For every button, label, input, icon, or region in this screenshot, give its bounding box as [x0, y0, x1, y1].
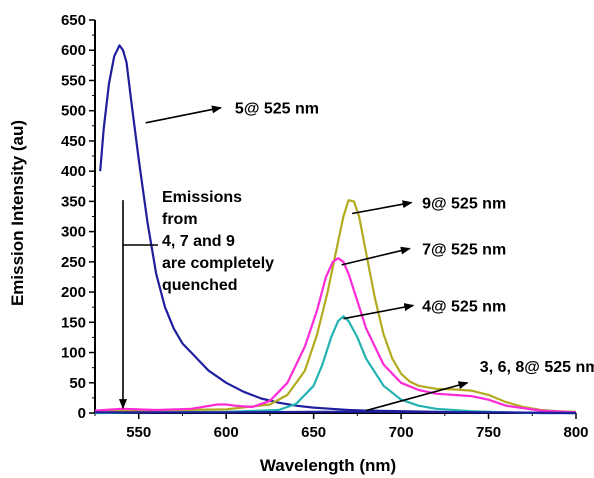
x-tick-label: 600: [214, 424, 239, 441]
y-tick-label: 150: [61, 314, 86, 331]
quench-note-line: Emissions: [162, 189, 242, 206]
y-tick-label: 50: [69, 375, 86, 392]
x-axis-label: Wavelength (nm): [260, 456, 396, 475]
quench-note-line: from: [162, 211, 198, 228]
quench-note-line: are completely: [162, 255, 274, 272]
y-tick-label: 450: [61, 133, 86, 150]
y-tick-label: 650: [61, 12, 86, 29]
quench-note-line: quenched: [162, 277, 238, 294]
annotation-label-5: 3, 6, 8@ 525 nm: [480, 359, 594, 376]
x-tick-label: 650: [301, 424, 326, 441]
y-tick-label: 0: [78, 405, 86, 422]
series-line-5: [95, 410, 577, 415]
axes: 0 50 100 150 200 250 300 350 400 450 500 550 600 650 5…: [61, 12, 589, 441]
series-line-4: [94, 315, 576, 415]
annotation-label-2: 9@ 525 nm: [422, 196, 506, 213]
annotations: 5@ 525 nm 9@ 525 nm 7@ 525 nm 4@ 525 nm 3, 6…: [145, 101, 594, 412]
series-line-2: [94, 199, 577, 413]
annotation-arrow-2: [351, 200, 413, 215]
x-tick-label: 800: [563, 424, 588, 441]
annotation-arrow-4: [343, 303, 415, 320]
x-tick-label: 550: [126, 424, 151, 441]
series-lines: [94, 44, 577, 415]
quench-note-line: 4, 7 and 9: [162, 233, 235, 250]
y-tick-label: 100: [61, 345, 86, 362]
annotation-label-1: 5@ 525 nm: [235, 101, 319, 118]
y-tick-label: 300: [61, 224, 86, 241]
annotation-arrow-3: [341, 246, 411, 266]
annotation-label-3: 7@ 525 nm: [422, 242, 506, 259]
y-tick-label: 400: [61, 163, 86, 180]
x-tick-label: 750: [476, 424, 501, 441]
y-tick-label: 350: [61, 193, 86, 210]
annotation-arrow-1: [145, 105, 222, 124]
x-tick-label: 700: [389, 424, 414, 441]
y-tick-label: 200: [61, 284, 86, 301]
annotation-label-4: 4@ 525 nm: [422, 298, 506, 315]
y-tick-label: 600: [61, 42, 86, 59]
y-tick-label: 550: [61, 72, 86, 89]
annotation-arrow-5: [365, 381, 469, 412]
y-tick-label: 500: [61, 103, 86, 120]
series-line-3: [94, 257, 577, 414]
y-axis-label: Emission Intensity (au): [8, 120, 27, 306]
quench-note: Emissions from 4, 7 and 9 are completely que…: [118, 189, 274, 410]
y-tick-label: 250: [61, 254, 86, 271]
